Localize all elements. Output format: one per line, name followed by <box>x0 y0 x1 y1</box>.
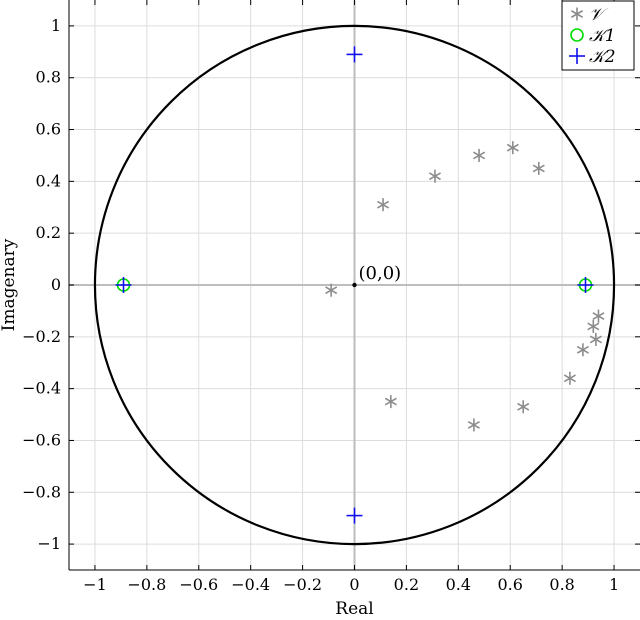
x-tick-label: 0.6 <box>498 575 523 594</box>
y-tick-label: −0.6 <box>22 430 61 449</box>
x-tick-label: 1 <box>609 575 619 594</box>
y-axis-title: Imagenary <box>0 238 19 331</box>
data-point-plus <box>577 277 594 293</box>
data-point-asterisk <box>589 332 602 346</box>
x-tick-label: −0.6 <box>179 575 218 594</box>
origin-label: (0,0) <box>359 263 402 284</box>
legend-marker-circle <box>570 28 584 42</box>
y-tick-label: −0.2 <box>22 327 61 346</box>
data-point-plus <box>346 46 363 63</box>
origin-dot <box>352 282 357 288</box>
legend-entry-2: 𝒦1 <box>570 26 616 46</box>
data-point-asterisk <box>576 343 589 357</box>
y-tick-label: 0.6 <box>36 120 61 139</box>
x-tick-label: 0 <box>349 575 359 594</box>
annotation-layer: (0,0) <box>352 263 402 288</box>
data-point-asterisk <box>517 400 530 414</box>
y-tick-label: 0.8 <box>36 68 61 87</box>
x-tick-label: −1 <box>83 575 107 594</box>
y-tick-label: 1 <box>51 16 61 35</box>
data-point-asterisk <box>384 395 397 409</box>
y-tick-label: −1 <box>37 534 61 553</box>
data-point-asterisk <box>428 169 441 183</box>
x-tick-label: 0.8 <box>549 575 574 594</box>
series-3 <box>115 46 594 524</box>
x-tick-label: −0.4 <box>231 575 270 594</box>
data-points <box>115 46 605 524</box>
x-tick-label: −0.8 <box>127 575 166 594</box>
data-point-asterisk <box>506 141 519 155</box>
legend-label: 𝒦2 <box>589 47 616 67</box>
data-point-asterisk <box>325 283 338 297</box>
y-tick-label: 0 <box>51 275 61 294</box>
x-axis-title: Real <box>335 599 373 619</box>
data-point-asterisk <box>587 319 600 333</box>
data-point-asterisk <box>473 148 486 162</box>
data-point-asterisk <box>563 371 576 385</box>
legend-marker-asterisk <box>570 7 584 21</box>
data-point-asterisk <box>592 309 605 323</box>
x-tick-label: 0.4 <box>446 575 471 594</box>
data-point-plus <box>115 277 132 293</box>
unit-circle-layer <box>93 24 616 546</box>
legend-entry-3: 𝒦2 <box>569 47 616 67</box>
data-point-plus <box>346 507 363 524</box>
x-tick-label: −0.2 <box>283 575 322 594</box>
y-tick-label: −0.4 <box>22 379 61 398</box>
y-tick-label: 0.4 <box>36 171 61 190</box>
data-point-asterisk <box>377 198 390 212</box>
legend-label: 𝒦1 <box>589 26 616 46</box>
data-point-asterisk <box>467 418 480 432</box>
legend-marker-plus <box>569 48 585 64</box>
data-point-asterisk <box>532 161 545 175</box>
y-tick-label: 0.2 <box>36 223 61 242</box>
series-1 <box>325 141 605 432</box>
unit-circle <box>93 24 616 546</box>
y-tick-label: −0.8 <box>22 482 61 501</box>
x-tick-label: 0.2 <box>394 575 419 594</box>
